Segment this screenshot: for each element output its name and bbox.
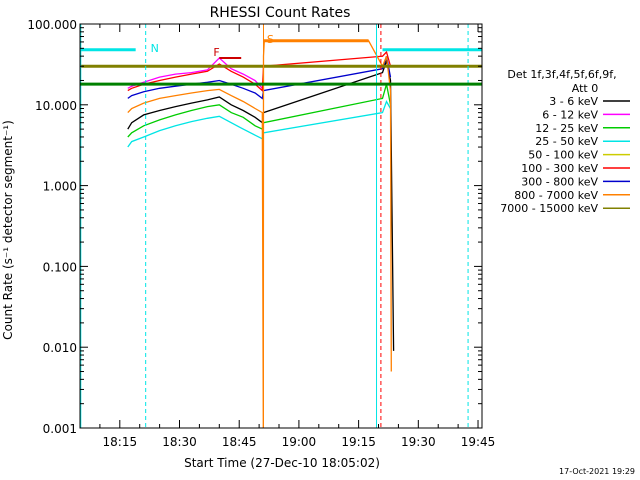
x-tick-label: 19:00 xyxy=(282,435,317,449)
series-line xyxy=(127,57,265,90)
legend-entry-label: 6 - 12 keV xyxy=(542,108,598,121)
annotation-label: N xyxy=(151,42,159,55)
series-line xyxy=(127,56,392,100)
legend-entry-label: 300 - 800 keV xyxy=(521,175,598,188)
x-axis-label: Start Time (27-Dec-10 18:05:02) xyxy=(184,456,380,470)
x-tick-label: 18:30 xyxy=(162,435,197,449)
legend-entry-label: 800 - 7000 keV xyxy=(514,189,598,202)
x-tick-label: 18:15 xyxy=(103,435,138,449)
y-tick-label: 0.001 xyxy=(43,422,77,436)
legend-entry-label: 3 - 6 keV xyxy=(549,95,598,108)
series-line xyxy=(127,99,392,148)
y-axis-label: Count Rate (s⁻¹ detector segment⁻¹) xyxy=(1,120,15,340)
legend-entry-label: 100 - 300 keV xyxy=(521,162,598,175)
x-tick-label: 19:30 xyxy=(401,435,436,449)
y-tick-label: 0.100 xyxy=(43,260,77,274)
footer-timestamp: 17-Oct-2021 19:29 xyxy=(559,467,635,476)
series-line xyxy=(127,58,395,351)
y-tick-label: 10.000 xyxy=(35,99,77,113)
y-tick-label: 100.000 xyxy=(27,18,77,32)
series-line xyxy=(127,84,392,138)
axes-group: 0.001 0.010 0.100 1.000 10.000 100.000 18:15 18… xyxy=(27,18,495,449)
x-tick-label: 18:45 xyxy=(222,435,257,449)
x-tick-label: 19:15 xyxy=(341,435,376,449)
chart-title: RHESSI Count Rates xyxy=(210,5,351,21)
legend-entry-label: 12 - 25 keV xyxy=(535,122,598,135)
legend-entry-label: 7000 - 15000 keV xyxy=(500,202,598,215)
legend: Det 1f,3f,4f,5f,6f,9f, Att 0 3 - 6 keV6 … xyxy=(500,68,630,215)
x-tick-label: 19:45 xyxy=(461,435,496,449)
legend-entry-label: 50 - 100 keV xyxy=(528,149,598,162)
annotation-group: NSF xyxy=(80,24,482,428)
legend-header-attenuator: Att 0 xyxy=(572,82,598,95)
flare-label: F xyxy=(213,46,219,59)
y-tick-label: 1.000 xyxy=(43,180,77,194)
y-tick-label: 0.010 xyxy=(43,341,77,355)
series-line xyxy=(127,40,392,429)
legend-header-detectors: Det 1f,3f,4f,5f,6f,9f, xyxy=(507,68,616,81)
legend-entry-label: 25 - 50 keV xyxy=(535,135,598,148)
series-group xyxy=(80,40,482,429)
plot-frame xyxy=(79,23,483,429)
